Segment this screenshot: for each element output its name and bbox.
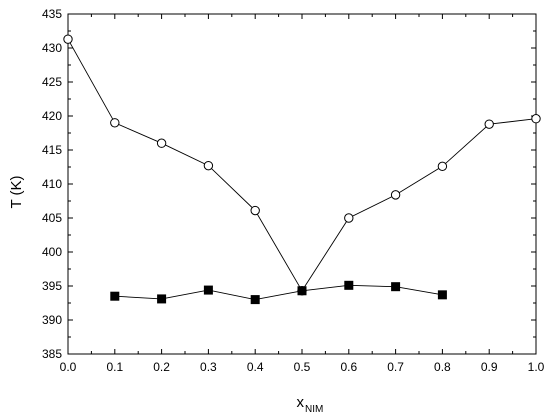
data-point-square: [344, 280, 354, 290]
data-point-square: [203, 285, 213, 295]
data-point-circle: [63, 34, 73, 44]
data-point-square: [297, 286, 307, 296]
data-point-square: [391, 282, 401, 292]
x-tick-label: 0.6: [340, 360, 357, 374]
plot-axes: 0.0 0.1 0.2 0.3 0.4 0.5 0.6 0.7 0.8 0.9 1.0 385 390 3…: [42, 7, 545, 374]
y-tick-label: 385: [42, 347, 62, 361]
x-tick-label: 0.7: [387, 360, 404, 374]
series-2: [110, 280, 447, 305]
data-point-circle: [437, 161, 448, 172]
x-tick-label: 0.4: [247, 360, 264, 374]
data-point-circle: [110, 118, 120, 128]
y-axis-title: T (K): [8, 175, 25, 208]
x-tick-label: 0.8: [434, 360, 451, 374]
data-point-circle: [344, 213, 354, 223]
x-tick-label: 0.0: [60, 360, 77, 374]
x-tick-label: 0.2: [153, 360, 170, 374]
axis-labels: T (K) x NIM: [8, 175, 323, 415]
y-tick-label: 435: [42, 7, 62, 21]
series-1: [63, 34, 541, 296]
y-tick-label: 430: [42, 41, 62, 55]
y-tick-label: 400: [42, 245, 62, 259]
data-point-circle: [156, 138, 167, 148]
x-axis-title: x: [297, 394, 305, 411]
y-tick-label: 410: [42, 177, 62, 191]
series-layer: [63, 34, 541, 305]
data-point-square: [250, 295, 260, 305]
x-tick-label: 1.0: [528, 360, 545, 374]
y-tick-label: 425: [42, 75, 62, 89]
data-point-circle: [531, 114, 541, 124]
series-line: [114, 284, 443, 301]
x-tick-label: 0.3: [200, 360, 217, 374]
x-axis-title-subscript: NIM: [305, 404, 323, 415]
x-tick-label: 0.1: [106, 360, 123, 374]
data-point-circle: [250, 205, 260, 216]
data-point-circle: [390, 190, 401, 200]
x-tick-label: 0.5: [294, 360, 311, 374]
series-line: [67, 38, 537, 292]
data-point-square: [157, 294, 167, 304]
y-tick-label: 415: [42, 143, 62, 157]
y-tick-label: 395: [42, 279, 62, 293]
y-tick-label: 390: [42, 313, 62, 327]
data-point-circle: [484, 119, 494, 129]
y-tick-label: 405: [42, 211, 62, 225]
y-tick-label: 420: [42, 109, 62, 123]
data-point-square: [110, 291, 120, 301]
data-point-square: [437, 290, 447, 300]
x-tick-label: 0.9: [481, 360, 498, 374]
data-point-circle: [203, 160, 214, 171]
plot-frame: [67, 13, 537, 355]
